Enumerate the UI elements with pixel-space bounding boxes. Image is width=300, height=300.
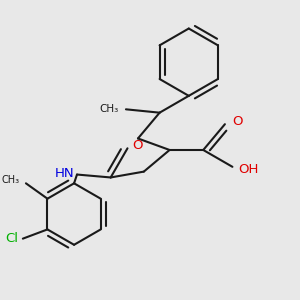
Text: CH₃: CH₃ bbox=[99, 104, 119, 114]
Text: OH: OH bbox=[238, 163, 259, 176]
Text: Cl: Cl bbox=[5, 232, 19, 245]
Text: O: O bbox=[232, 115, 243, 128]
Text: CH₃: CH₃ bbox=[2, 176, 20, 185]
Text: O: O bbox=[132, 139, 142, 152]
Text: HN: HN bbox=[54, 167, 74, 180]
